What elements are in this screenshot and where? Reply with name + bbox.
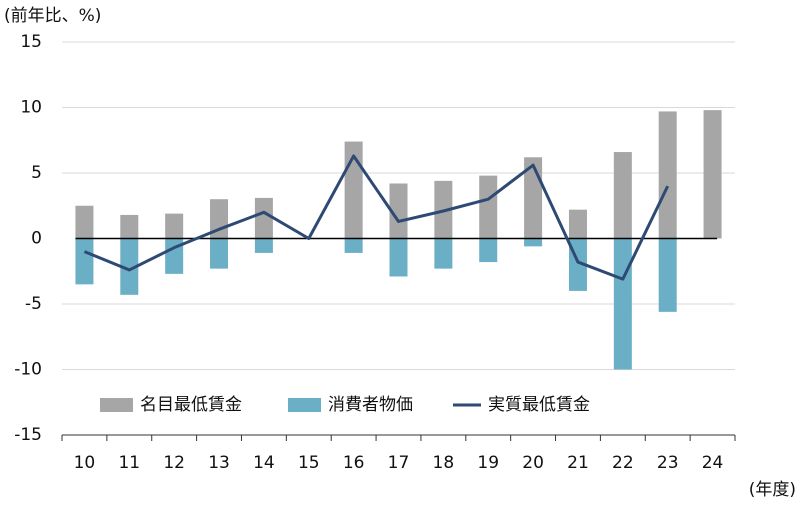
line — [83, 154, 670, 281]
bar — [703, 110, 722, 239]
bar — [524, 238, 543, 247]
x-tick-label: 22 — [612, 453, 634, 473]
bar — [75, 205, 94, 239]
bar — [658, 111, 677, 239]
x-tick-label: 14 — [253, 453, 275, 473]
bar — [434, 238, 453, 269]
bar — [120, 238, 139, 295]
bar — [120, 214, 139, 239]
x-tick-label: 21 — [567, 453, 589, 473]
bar — [389, 238, 408, 277]
x-tick-label: 11 — [118, 453, 140, 473]
x-tick-label: 12 — [163, 453, 185, 473]
bar — [165, 213, 184, 239]
bar — [479, 175, 498, 239]
bar — [254, 197, 273, 239]
bar — [254, 238, 273, 253]
legend-swatch — [288, 398, 321, 412]
x-tick-label: 18 — [433, 453, 455, 473]
x-tick-label: 23 — [657, 453, 679, 473]
x-tick-label: 13 — [208, 453, 230, 473]
y-tick-label: 0 — [31, 229, 42, 249]
x-axis-label: (年度) — [749, 480, 796, 500]
bar — [613, 238, 632, 370]
legend-label: 名目最低賃金 — [140, 395, 242, 415]
x-tick-label: 19 — [477, 453, 499, 473]
bar — [75, 238, 94, 285]
bar — [658, 238, 677, 312]
x-tick-label: 20 — [522, 453, 544, 473]
legend-label: 実質最低賃金 — [488, 395, 590, 415]
y-axis-label: (前年比、%) — [4, 6, 101, 26]
bar — [344, 238, 363, 253]
x-tick-label: 15 — [298, 453, 320, 473]
y-tick-label: -5 — [25, 294, 42, 314]
x-tick-label: 16 — [343, 453, 365, 473]
bar — [479, 238, 498, 263]
y-tick-label: 15 — [20, 32, 42, 52]
bar — [389, 183, 408, 239]
y-tick-label: -15 — [14, 425, 42, 445]
bar — [568, 209, 587, 239]
x-tick-label: 24 — [702, 453, 724, 473]
y-tick-label: 10 — [20, 98, 42, 118]
y-tick-label: 5 — [31, 163, 42, 183]
legend-label: 消費者物価 — [328, 395, 413, 415]
x-tick-label: 17 — [388, 453, 410, 473]
bar — [210, 238, 229, 269]
bar — [613, 152, 632, 239]
x-tick-label: 10 — [74, 453, 96, 473]
y-tick-label: -10 — [14, 360, 42, 380]
legend-swatch — [100, 398, 133, 412]
